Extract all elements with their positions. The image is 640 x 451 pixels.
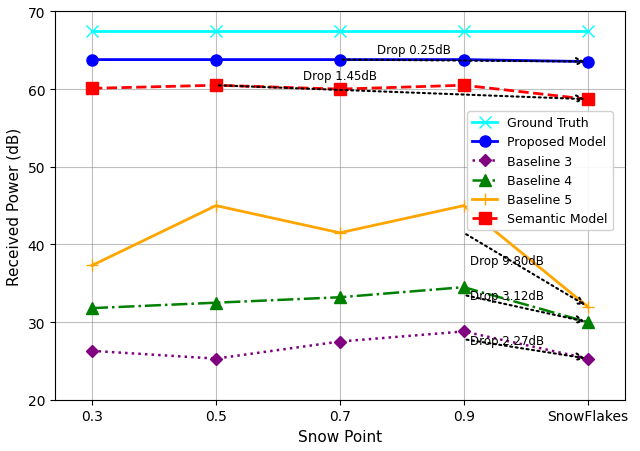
- Line: Baseline 3: Baseline 3: [88, 327, 592, 363]
- Line: Baseline 5: Baseline 5: [86, 200, 594, 313]
- Ground Truth: [212, 29, 220, 34]
- Y-axis label: Received Power (dB): Received Power (dB): [7, 127, 22, 285]
- Baseline 3: [88, 348, 96, 354]
- Semantic Model: [460, 83, 468, 89]
- Baseline 3: [460, 329, 468, 334]
- Legend: Ground Truth, Proposed Model, Baseline 3, Baseline 4, Baseline 5, Semantic Model: Ground Truth, Proposed Model, Baseline 3…: [467, 112, 613, 231]
- Baseline 5: [212, 203, 220, 209]
- Ground Truth: [336, 29, 344, 34]
- Line: Proposed Model: Proposed Model: [86, 55, 593, 68]
- Ground Truth: [460, 29, 468, 34]
- Text: Drop 0.25dB: Drop 0.25dB: [377, 44, 451, 57]
- Proposed Model: [584, 60, 591, 65]
- Proposed Model: [212, 58, 220, 63]
- Semantic Model: [212, 83, 220, 89]
- Semantic Model: [336, 87, 344, 92]
- Baseline 4: [336, 295, 344, 300]
- Line: Ground Truth: Ground Truth: [86, 26, 594, 38]
- Baseline 5: [88, 263, 96, 268]
- Line: Semantic Model: Semantic Model: [86, 80, 593, 106]
- Text: Drop 2.27dB: Drop 2.27dB: [470, 334, 544, 347]
- Baseline 5: [584, 304, 591, 309]
- Baseline 4: [88, 306, 96, 311]
- Proposed Model: [88, 58, 96, 63]
- Line: Baseline 4: Baseline 4: [86, 282, 593, 328]
- Baseline 3: [336, 339, 344, 345]
- Text: Drop 9.80dB: Drop 9.80dB: [470, 254, 544, 267]
- X-axis label: Snow Point: Snow Point: [298, 429, 382, 444]
- Baseline 3: [584, 356, 591, 362]
- Baseline 3: [212, 356, 220, 362]
- Baseline 4: [584, 320, 591, 325]
- Baseline 5: [336, 230, 344, 236]
- Baseline 4: [460, 285, 468, 290]
- Proposed Model: [336, 58, 344, 63]
- Proposed Model: [460, 58, 468, 63]
- Baseline 4: [212, 300, 220, 306]
- Text: Drop 3.12dB: Drop 3.12dB: [470, 289, 544, 302]
- Ground Truth: [88, 29, 96, 34]
- Text: Drop 1.45dB: Drop 1.45dB: [303, 70, 377, 83]
- Baseline 5: [460, 203, 468, 209]
- Ground Truth: [584, 29, 591, 34]
- Semantic Model: [88, 87, 96, 92]
- Semantic Model: [584, 97, 591, 103]
